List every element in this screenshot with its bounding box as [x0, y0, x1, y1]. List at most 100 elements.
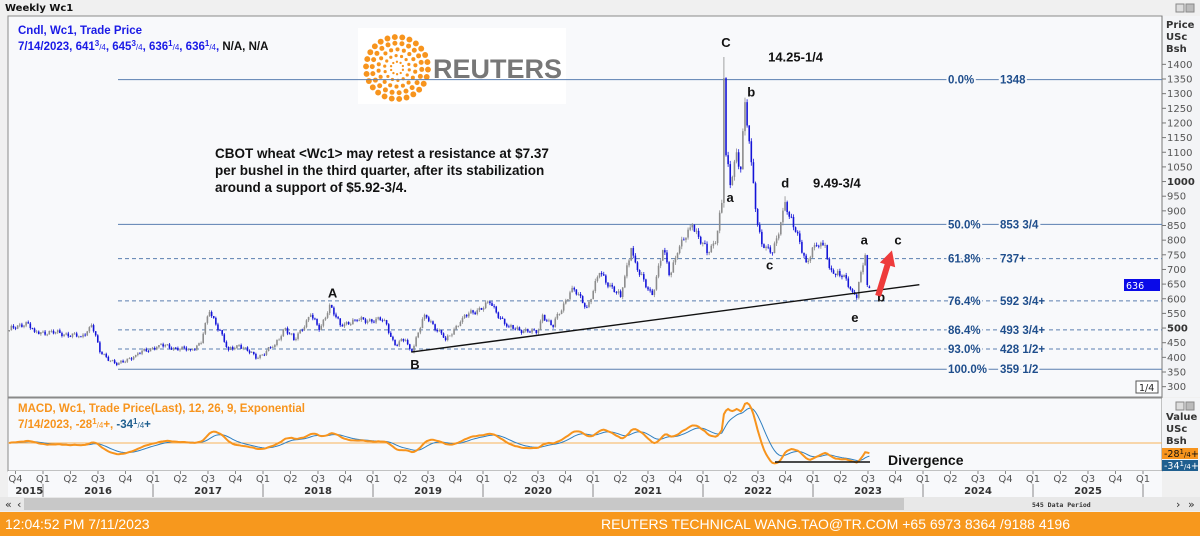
- close-icon[interactable]: [1185, 401, 1195, 411]
- candle-body: [236, 345, 238, 348]
- logo-dot: [395, 60, 399, 63]
- title-bar: [0, 0, 1200, 15]
- quarter-label: Q3: [201, 474, 215, 485]
- open-frac-den: /4: [99, 43, 106, 52]
- candle-body: [803, 252, 805, 256]
- logo-dot: [383, 70, 387, 74]
- candle-body: [252, 351, 255, 354]
- candle-body: [548, 320, 550, 322]
- close-icon[interactable]: [1185, 3, 1195, 13]
- candle-body: [805, 255, 807, 263]
- candle-body: [149, 348, 152, 352]
- candle-body: [674, 258, 677, 263]
- logo-dot: [389, 55, 393, 59]
- candle-body: [377, 317, 379, 319]
- candle-body: [771, 252, 774, 254]
- high-value: 645: [112, 41, 132, 53]
- footer-timestamp: 12:04:52 PM 7/11/2023: [5, 516, 150, 532]
- scrollbar-thumb[interactable]: [24, 498, 904, 510]
- candle-body: [217, 324, 219, 330]
- candle-body: [444, 337, 447, 341]
- candle-body: [35, 331, 38, 333]
- candle-body: [832, 270, 835, 274]
- time-axis: [8, 471, 1162, 497]
- logo-dot: [413, 63, 418, 68]
- quarter-label: Q2: [723, 474, 737, 485]
- price-tick-label: 450: [1167, 338, 1186, 349]
- logo-dot: [406, 80, 411, 85]
- candle-body: [712, 243, 715, 246]
- candle-body: [215, 317, 217, 325]
- candle-body: [202, 333, 204, 343]
- wave-label: c: [766, 257, 773, 272]
- candle-body: [387, 324, 390, 333]
- window-controls-top[interactable]: [1175, 3, 1195, 13]
- candle-body: [337, 317, 339, 319]
- macd-axis-title-3: Bsh: [1166, 436, 1187, 447]
- scroll-next-button[interactable]: ›: [1176, 498, 1180, 511]
- candle-body: [615, 292, 618, 293]
- candle-body: [546, 320, 548, 322]
- candle-body: [303, 327, 306, 331]
- candle-body: [432, 321, 434, 325]
- candle-body: [801, 241, 803, 253]
- quarter-label: Q1: [476, 474, 490, 485]
- candle-body: [573, 287, 576, 290]
- candle-body: [541, 314, 544, 322]
- price-tick-label: 400: [1167, 353, 1186, 364]
- quarter-label: Q1: [366, 474, 380, 485]
- quarter-label: Q2: [613, 474, 627, 485]
- logo-dot: [382, 87, 388, 93]
- fib-percent-label: 93.0%: [948, 344, 981, 356]
- candle-body: [754, 183, 757, 210]
- logo-dot: [394, 54, 398, 58]
- logo-dot: [418, 45, 425, 52]
- window-controls-macd[interactable]: [1175, 401, 1195, 411]
- candle-body: [177, 347, 179, 351]
- fraction-toggle[interactable]: [1135, 380, 1159, 394]
- candle-body: [29, 323, 32, 329]
- candle-body: [92, 325, 95, 332]
- candle-body: [179, 349, 181, 351]
- candle-body: [172, 347, 175, 350]
- candle-body: [400, 338, 403, 342]
- macd-series: [8, 401, 870, 465]
- restore-icon[interactable]: [1175, 3, 1185, 13]
- signal-readout-num: 1: [133, 417, 138, 426]
- logo-dot: [405, 73, 409, 77]
- candle-body: [246, 347, 249, 351]
- candle-body: [752, 162, 755, 184]
- logo-dot: [418, 59, 424, 65]
- candle-body: [383, 320, 386, 321]
- candle-body: [390, 332, 392, 337]
- candle-body: [693, 224, 696, 232]
- candle-body: [695, 230, 698, 232]
- candle-body: [790, 216, 793, 218]
- series-title: Cndl, Wc1, Trade Price: [18, 25, 142, 37]
- candle-body: [170, 347, 173, 350]
- candle-body: [455, 325, 457, 330]
- candle-body: [586, 306, 588, 308]
- candle-body: [143, 348, 145, 351]
- fib-percent-label: 61.8%: [948, 254, 981, 266]
- signal-num: 1: [1180, 460, 1184, 468]
- scroll-first-button[interactable]: «: [5, 498, 12, 511]
- logo-dot: [389, 89, 395, 95]
- candle-body: [37, 331, 40, 335]
- candle-body: [324, 317, 327, 320]
- candle-body: [564, 300, 567, 304]
- candle-body: [720, 202, 723, 213]
- quarter-label: Q4: [668, 474, 682, 485]
- scroll-last-button[interactable]: »: [1188, 498, 1195, 511]
- candle-body: [451, 334, 453, 336]
- candle-body: [160, 344, 162, 346]
- candle-body: [742, 131, 744, 170]
- candle-body: [90, 325, 93, 328]
- scroll-prev-button[interactable]: ‹: [17, 498, 21, 511]
- price-panel[interactable]: [7, 15, 1163, 398]
- candle-body: [158, 345, 160, 348]
- sep: ,: [216, 41, 222, 53]
- candle-body: [670, 272, 673, 276]
- candle-body: [621, 287, 624, 297]
- restore-icon[interactable]: [1175, 401, 1185, 411]
